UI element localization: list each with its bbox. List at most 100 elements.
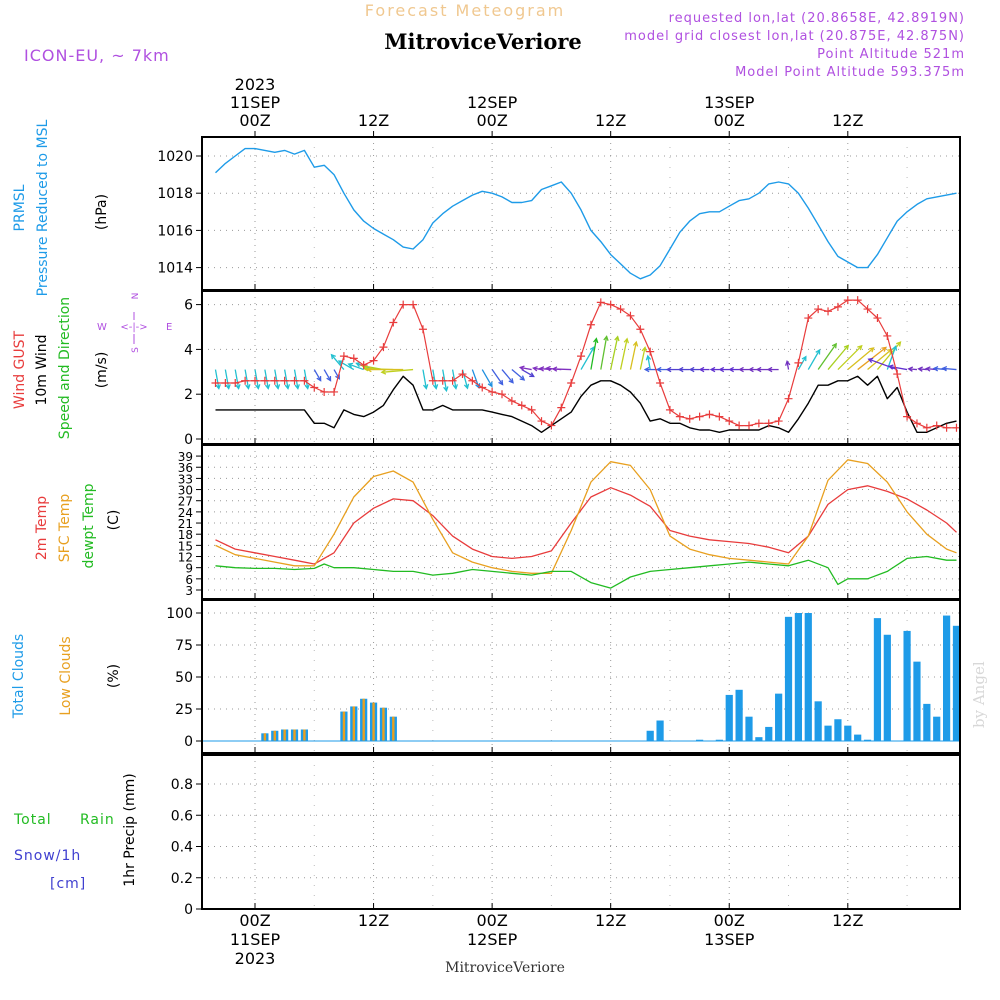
wind-direction-arrow [283, 369, 289, 389]
temperature-ytick-label: 9 [185, 562, 193, 576]
time-bottom-label: 11SEP [230, 930, 281, 949]
pressure-ytick-label: 1018 [157, 186, 193, 202]
wind-direction-arrowhead [304, 384, 310, 390]
wind-labels: Wind GUST 10m Wind Speed and Direction (… [12, 293, 172, 440]
time-bottom-label: 13SEP [704, 930, 755, 949]
cloud-total-bar [794, 613, 802, 741]
wind-gust-series-point [665, 405, 674, 414]
wind-gust-series-point [468, 376, 477, 385]
time-bottom-label: 12Z [595, 911, 626, 930]
wind-direction-arrow [214, 369, 220, 389]
cloud-total-bar [696, 739, 704, 741]
wind-gust-series-point [833, 302, 842, 311]
wind-gust-series-point [260, 376, 269, 385]
time-top-label: 12SEP [467, 93, 518, 112]
wind-direction-arrowhead [498, 379, 504, 386]
footer-station: MitroviceVeriore [445, 960, 565, 976]
wind-gust-series-point [715, 412, 724, 421]
clouds-ytick-label: 100 [166, 606, 193, 622]
time-bottom-label: 00Z [476, 911, 507, 930]
cloud-total-bar [844, 725, 852, 741]
pressure-series [215, 147, 957, 280]
wind-direction-arrowhead [519, 375, 526, 381]
wind-direction-arrow [501, 369, 514, 384]
wind-direction-arrow [303, 369, 309, 389]
pressure-panel: 1020 1018 1016 1014 [157, 137, 960, 290]
cloud-total-bar [715, 739, 723, 741]
clouds-series [202, 613, 960, 742]
wind-direction-arrowhead [677, 366, 684, 373]
wind-gust-series-point [794, 358, 803, 367]
cloud-total-bar [883, 634, 891, 741]
wind-gust-series-point [586, 320, 595, 329]
wind-direction-arrowhead [463, 383, 470, 390]
time-bottom-label: 00Z [239, 911, 270, 930]
wind-direction-arrow [610, 336, 619, 370]
wind-direction-arrowhead [645, 354, 652, 361]
wind-direction-arrow [520, 366, 532, 371]
cloud-low-bar [283, 729, 286, 741]
precip-ytick-label: 0.2 [171, 871, 193, 887]
wind-direction-arrow [539, 367, 552, 371]
wind-direction-arrowhead [643, 366, 650, 373]
compass-east: E [166, 322, 172, 333]
wind-gust-series-point [231, 379, 240, 387]
temperature-ytick-label: 21 [178, 517, 193, 531]
wind-gust-series-point [636, 325, 645, 334]
wind-gust-series-point [537, 417, 546, 426]
wind-direction-arrowhead [924, 366, 931, 372]
wind-gust-series-point [409, 300, 418, 309]
wind-label-10m: 10m Wind [34, 334, 50, 405]
wind-direction-arrowhead [452, 384, 459, 390]
wind-direction-arrowhead [718, 366, 725, 373]
time-top-label: 13SEP [704, 93, 755, 112]
wind-direction-arrowhead [603, 335, 609, 341]
wind-direction-arrow [868, 358, 898, 371]
wind-direction-arrowhead [738, 366, 744, 373]
wind-direction-arrowhead [366, 366, 372, 373]
wind-ytick-label: 4 [184, 342, 193, 358]
cloud-low-bar [392, 716, 395, 741]
wind-10m-series-line [215, 375, 957, 433]
wind-gust-series-point [517, 401, 526, 410]
precip-label-rain: Rain [80, 812, 115, 828]
precip-ytick-label: 0 [184, 902, 193, 918]
wind-label-direction: Speed and Direction [57, 297, 73, 439]
wind-gust-series-point [764, 419, 773, 428]
wind-direction-arrowhead [614, 335, 620, 342]
wind-direction-arrow [908, 368, 918, 371]
wind-gust-series-point [369, 356, 378, 365]
wind-direction-arrowhead [728, 366, 734, 373]
cloud-total-bar [755, 737, 763, 741]
wind-direction-arrowhead [529, 372, 535, 378]
cloud-total-bar [745, 716, 753, 741]
cloud-low-bar [293, 729, 296, 741]
wind-gust-series-point [428, 376, 437, 385]
wind-gust-series-point [932, 421, 941, 430]
wind-direction-arrow [264, 369, 269, 389]
precip-unit: 1hr Precip (mm) [122, 773, 138, 886]
precip-label-cm: [cm] [50, 876, 86, 892]
compass-n: N [131, 293, 141, 300]
wind-gust-series-point [280, 376, 289, 385]
wind-gust-series-point [873, 314, 882, 323]
cloud-total-bar [824, 725, 832, 741]
wind-direction-arrow [889, 365, 908, 371]
wind-direction-arrowhead [867, 357, 874, 364]
wind-gust-series-point [349, 354, 358, 363]
cloud-low-bar [273, 730, 276, 741]
wind-direction-arrow [886, 346, 897, 370]
wind-direction-arrowhead [881, 346, 887, 352]
wind-direction-arrowhead [330, 353, 336, 360]
compass-s: S [131, 347, 141, 353]
wind-direction-arrowhead [887, 348, 893, 354]
cloud-low-bar [352, 706, 355, 741]
wind-direction-arrowhead [380, 369, 387, 375]
wind-direction-arrow [876, 341, 901, 370]
temperature-labels: 2m Temp SFC Temp dewpt Temp (C) [34, 483, 122, 568]
wind-gust-series-point [547, 421, 556, 430]
wind-gust-series-point [883, 331, 892, 340]
wind-direction-arrow [807, 349, 821, 370]
wind-gust-series-point [814, 305, 823, 314]
wind-direction-arrowhead [284, 384, 291, 390]
